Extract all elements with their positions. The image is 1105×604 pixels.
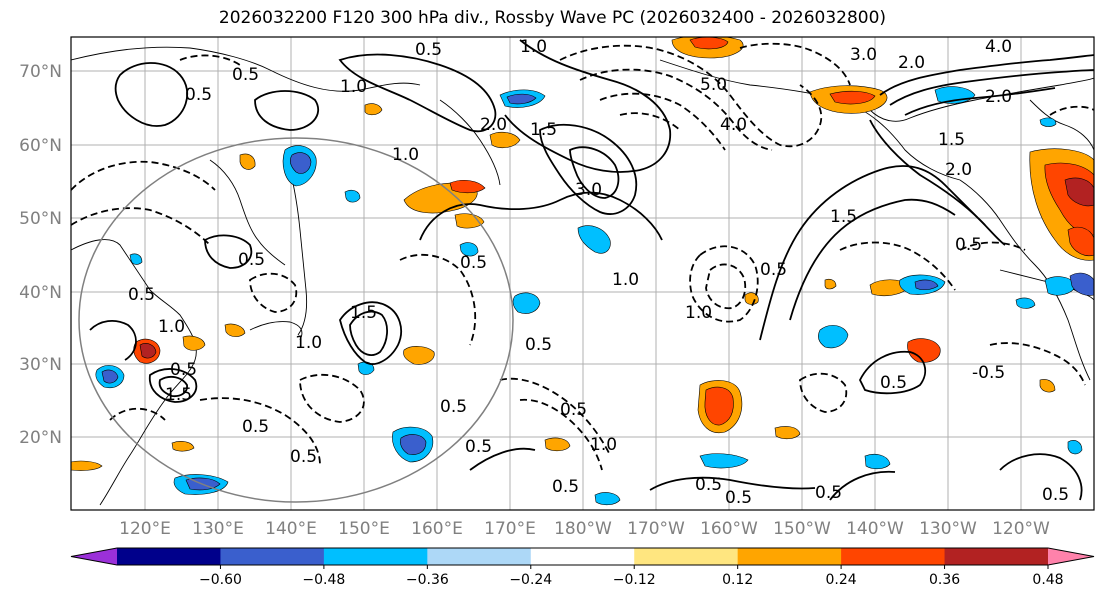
colorbar-tick-label: −0.60 — [199, 572, 242, 588]
lat-label: 60°N — [19, 136, 62, 156]
map-frame — [70, 36, 1095, 511]
lat-label: 70°N — [19, 62, 62, 82]
svg-text:0.5: 0.5 — [560, 400, 587, 420]
lon-label: 140°W — [846, 519, 904, 539]
svg-text:0.5: 0.5 — [1042, 485, 1069, 505]
svg-text:1.0: 1.0 — [295, 333, 322, 353]
lat-label: 30°N — [19, 355, 62, 375]
lon-label: 130°W — [919, 519, 977, 539]
svg-text:1.0: 1.0 — [685, 303, 712, 323]
colorbar-bin — [737, 548, 842, 565]
svg-text:3.0: 3.0 — [575, 180, 602, 200]
svg-text:0.5: 0.5 — [440, 397, 467, 417]
lat-label: 50°N — [19, 209, 62, 229]
lon-label: 160°E — [411, 519, 463, 539]
svg-text:0.5: 0.5 — [465, 437, 492, 457]
svg-text:2.0: 2.0 — [945, 160, 972, 180]
svg-text:1.5: 1.5 — [165, 385, 192, 405]
svg-text:1.0: 1.0 — [392, 145, 419, 165]
svg-text:0.5: 0.5 — [725, 488, 752, 508]
svg-text:2.0: 2.0 — [480, 115, 507, 135]
lon-label: 130°E — [192, 519, 244, 539]
lat-label: 20°N — [19, 428, 62, 448]
lon-label: 180°W — [554, 519, 612, 539]
colorbar-bin — [220, 548, 325, 565]
colorbar-bin — [530, 548, 635, 565]
colorbar-bin — [427, 548, 532, 565]
colorbar-tick-label: −0.24 — [509, 572, 552, 588]
colorbar-tick-label: 0.36 — [929, 572, 960, 588]
latitude-labels: 70°N 60°N 50°N 40°N 30°N 20°N — [19, 62, 62, 448]
svg-text:0.5: 0.5 — [880, 373, 907, 393]
colorbar-tick-label: −0.48 — [302, 572, 345, 588]
svg-text:0.5: 0.5 — [128, 285, 155, 305]
svg-text:0.5: 0.5 — [185, 85, 212, 105]
lat-label: 40°N — [19, 283, 62, 303]
svg-text:0.5: 0.5 — [760, 260, 787, 280]
colorbar-extend-min — [71, 548, 117, 565]
lon-label: 140°E — [265, 519, 317, 539]
contour-labels: 0.5 1.0 0.5 0.5 2.0 1.5 3.0 4.0 5.0 1.0 … — [128, 37, 1069, 508]
colorbar-bin — [944, 548, 1049, 565]
colorbar-bin — [634, 548, 739, 565]
svg-text:0.5: 0.5 — [238, 250, 265, 270]
svg-text:5.0: 5.0 — [700, 75, 727, 95]
svg-text:1.5: 1.5 — [530, 120, 557, 140]
svg-text:3.0: 3.0 — [850, 45, 877, 65]
svg-text:0.5: 0.5 — [242, 417, 269, 437]
shading-negative — [95, 86, 1094, 506]
svg-text:4.0: 4.0 — [985, 37, 1012, 57]
svg-text:0.5: 0.5 — [290, 447, 317, 467]
lon-label: 160°W — [700, 519, 758, 539]
colorbar-outline — [70, 547, 1095, 566]
map-title: 2026032200 F120 300 hPa div., Rossby Wav… — [218, 8, 887, 28]
svg-text:1.5: 1.5 — [350, 303, 377, 323]
svg-text:0.5: 0.5 — [170, 360, 197, 380]
svg-text:1.0: 1.0 — [158, 317, 185, 337]
svg-text:0.5: 0.5 — [955, 235, 982, 255]
svg-text:1.5: 1.5 — [938, 130, 965, 150]
colorbar-extend-max — [1048, 548, 1094, 565]
colorbar: −0.60 −0.48 −0.36 −0.24 −0.12 0.12 0.24 0.36 0.4… — [70, 547, 1095, 588]
colorbar-bin — [117, 548, 221, 565]
rossby-circle — [78, 137, 514, 503]
lon-label: 170°E — [484, 519, 536, 539]
colorbar-tick-label: 0.48 — [1032, 572, 1063, 588]
colorbar-tick-label: −0.12 — [613, 572, 656, 588]
lon-label: 150°E — [338, 519, 390, 539]
svg-text:0.5: 0.5 — [525, 335, 552, 355]
svg-text:0.5: 0.5 — [460, 253, 487, 273]
colorbar-bin — [841, 548, 946, 565]
svg-text:1.0: 1.0 — [612, 270, 639, 290]
svg-text:2.0: 2.0 — [985, 87, 1012, 107]
contours-positive — [89, 39, 1094, 501]
svg-text:2.0: 2.0 — [898, 53, 925, 73]
svg-text:0.5: 0.5 — [232, 65, 259, 85]
lon-label: 120°W — [992, 519, 1050, 539]
colorbar-tick-label: −0.36 — [406, 572, 449, 588]
contours-negative — [71, 42, 1094, 471]
svg-text:0.5: 0.5 — [552, 477, 579, 497]
svg-text:1.0: 1.0 — [340, 77, 367, 97]
svg-text:0.5: 0.5 — [695, 475, 722, 495]
svg-text:0.5: 0.5 — [815, 483, 842, 503]
colorbar-tick-label: 0.24 — [826, 572, 857, 588]
longitude-labels: 120°E 130°E 140°E 150°E 160°E 170°E 180°… — [119, 519, 1050, 539]
svg-text:1.5: 1.5 — [830, 207, 857, 227]
svg-text:4.0: 4.0 — [720, 115, 747, 135]
svg-text:0.5: 0.5 — [415, 40, 442, 60]
colorbar-tick-label: 0.12 — [722, 572, 753, 588]
svg-text:-0.5: -0.5 — [972, 363, 1005, 383]
svg-text:1.0: 1.0 — [520, 37, 547, 57]
svg-text:1.0: 1.0 — [590, 435, 617, 455]
lon-label: 170°W — [627, 519, 685, 539]
colorbar-bin — [323, 548, 428, 565]
shading-positive — [71, 37, 1094, 471]
lon-label: 120°E — [119, 519, 171, 539]
lon-label: 150°W — [773, 519, 831, 539]
